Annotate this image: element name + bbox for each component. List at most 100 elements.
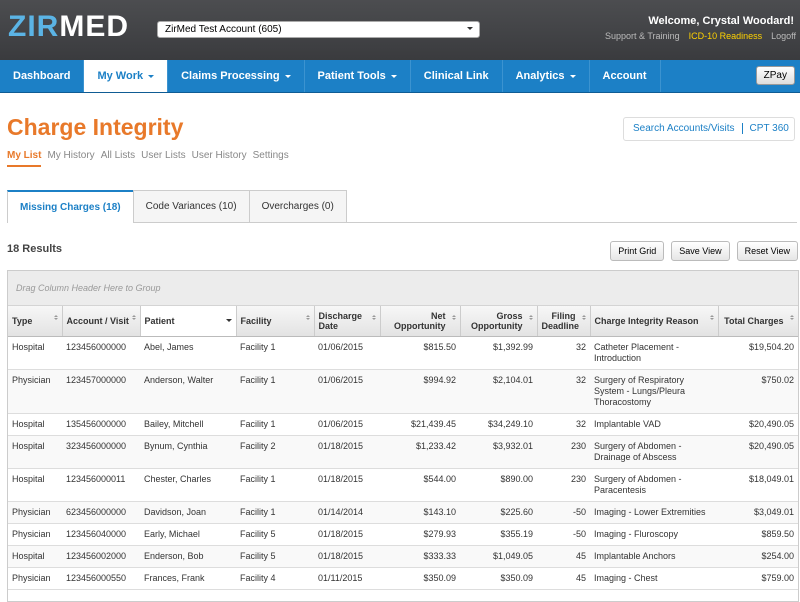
- table-cell: 230: [537, 468, 590, 502]
- table-cell: 323456000000: [62, 435, 140, 469]
- sort-icon: [789, 315, 794, 322]
- column-label: Net Opportunity: [394, 311, 446, 331]
- table-cell: Early, Michael: [140, 523, 236, 546]
- page-title: Charge Integrity: [7, 114, 184, 140]
- column-header[interactable]: Filing Deadline: [537, 306, 591, 337]
- table-cell: Facility 1: [236, 413, 314, 436]
- top-link[interactable]: Support & Training: [605, 31, 680, 41]
- table-cell: Imaging - Lower Extremities: [590, 501, 718, 524]
- table-cell: $20,490.05: [718, 413, 798, 436]
- nav-item[interactable]: Patient Tools: [305, 60, 411, 92]
- grid-button[interactable]: Print Grid: [610, 241, 665, 261]
- column-header[interactable]: Type: [8, 306, 63, 337]
- table-cell: 123456002000: [62, 545, 140, 568]
- nav-item[interactable]: Analytics: [503, 60, 590, 92]
- nav-item[interactable]: Account: [590, 60, 661, 92]
- account-select[interactable]: ZirMed Test Account (605): [157, 21, 480, 38]
- table-cell: $21,439.45: [380, 413, 460, 436]
- nav-caret: [569, 74, 576, 81]
- table-cell: 01/11/2015: [314, 567, 380, 590]
- column-header[interactable]: Net Opportunity: [380, 306, 461, 337]
- quick-link[interactable]: CPT 360: [749, 123, 789, 134]
- subtab[interactable]: My History: [47, 150, 95, 161]
- column-header[interactable]: Discharge Date: [314, 306, 381, 337]
- table-cell: Surgery of Abdomen - Drainage of Abscess: [590, 435, 718, 469]
- nav-caret: [390, 74, 397, 81]
- top-bar: ZIRMED ZirMed Test Account (605) Welcome…: [0, 0, 800, 60]
- table-cell: Physician: [8, 369, 62, 414]
- table-cell: $3,932.01: [460, 435, 537, 469]
- table-row[interactable]: Hospital 123456000011 Chester, Charles Faci…: [8, 468, 798, 502]
- table-row[interactable]: Physician 623456000000 Davidson, Joan Facil…: [8, 501, 798, 524]
- table-cell: 123456040000: [62, 523, 140, 546]
- column-label: Gross Opportunity: [471, 311, 523, 331]
- table-cell: Implantable VAD: [590, 413, 718, 436]
- column-header[interactable]: Account / Visit: [62, 306, 141, 337]
- tab[interactable]: Code Variances (10): [132, 190, 250, 222]
- top-link[interactable]: Logoff: [771, 31, 796, 41]
- quick-links: Search Accounts/Visits CPT 360: [623, 117, 795, 141]
- nav-caret: [148, 74, 155, 81]
- table-cell: $333.33: [380, 545, 460, 568]
- table-cell: 45: [537, 567, 590, 590]
- sort-icon: [528, 315, 533, 322]
- table-cell: Surgery of Respiratory System - Lungs/Pl…: [590, 369, 718, 414]
- table-row[interactable]: Hospital 135456000000 Bailey, Mitchell Faci…: [8, 413, 798, 436]
- nav-item[interactable]: Claims Processing: [168, 60, 305, 92]
- welcome-text: Welcome, Crystal Woodard!: [648, 15, 794, 27]
- table-cell: 123457000000: [62, 369, 140, 414]
- table-cell: 01/18/2015: [314, 523, 380, 546]
- table-cell: Physician: [8, 523, 62, 546]
- table-cell: Facility 1: [236, 501, 314, 524]
- subtab[interactable]: User Lists: [141, 150, 186, 161]
- grid: Drag Column Header Here to Group Type Acc…: [7, 270, 799, 602]
- table-cell: Davidson, Joan: [140, 501, 236, 524]
- table-cell: 123456000011: [62, 468, 140, 502]
- nav-item[interactable]: Clinical Link: [411, 60, 503, 92]
- header-row: Type Account / Visit Patient Facility Discha…: [8, 306, 798, 337]
- column-label: Facility: [240, 316, 272, 326]
- table-cell: Chester, Charles: [140, 468, 236, 502]
- table-row[interactable]: Physician 123457000000 Anderson, Walter Fac…: [8, 369, 798, 414]
- column-header[interactable]: Gross Opportunity: [460, 306, 538, 337]
- table-cell: $355.19: [460, 523, 537, 546]
- table-row[interactable]: Physician 123456000550 Frances, Frank Facil…: [8, 567, 798, 590]
- column-header[interactable]: Total Charges: [718, 306, 798, 337]
- nav-label: My Work: [97, 70, 144, 82]
- subtab[interactable]: Settings: [252, 150, 289, 161]
- column-label: Filing Deadline: [541, 311, 580, 331]
- table-cell: Physician: [8, 501, 62, 524]
- column-label: Account / Visit: [66, 316, 129, 326]
- table-row[interactable]: Hospital 123456002000 Enderson, Bob Facilit…: [8, 545, 798, 568]
- subtab[interactable]: My List: [7, 150, 42, 167]
- logo[interactable]: ZIRMED: [8, 10, 129, 44]
- table-cell: $750.02: [718, 369, 798, 414]
- table-cell: 01/18/2015: [314, 435, 380, 469]
- table-cell: Hospital: [8, 336, 62, 370]
- zpay-button[interactable]: ZPay: [755, 66, 795, 85]
- table-cell: $994.92: [380, 369, 460, 414]
- column-header[interactable]: Facility: [236, 306, 315, 337]
- column-header[interactable]: Patient: [140, 306, 237, 337]
- table-row[interactable]: Hospital 323456000000 Bynum, Cynthia Facili…: [8, 435, 798, 469]
- table-cell: $34,249.10: [460, 413, 537, 436]
- table-cell: $279.93: [380, 523, 460, 546]
- table-cell: $1,049.05: [460, 545, 537, 568]
- subtab[interactable]: User History: [191, 150, 247, 161]
- table-cell: Facility 2: [236, 435, 314, 469]
- tab[interactable]: Overcharges (0): [248, 190, 347, 222]
- table-cell: Hospital: [8, 468, 62, 502]
- table-cell: $20,490.05: [718, 435, 798, 469]
- column-header[interactable]: Charge Integrity Reason: [590, 306, 719, 337]
- nav-item[interactable]: Dashboard: [0, 60, 85, 92]
- top-link[interactable]: ICD-10 Readiness: [688, 31, 763, 41]
- nav-item[interactable]: My Work: [84, 60, 169, 92]
- grid-button[interactable]: Reset View: [736, 241, 798, 261]
- tab[interactable]: Missing Charges (18): [7, 190, 134, 223]
- subtab[interactable]: All Lists: [100, 150, 136, 161]
- quick-link[interactable]: Search Accounts/Visits: [633, 123, 743, 134]
- table-row[interactable]: Hospital 123456000000 Abel, James Facility …: [8, 336, 798, 370]
- table-row[interactable]: Physician 123456040000 Early, Michael Facil…: [8, 523, 798, 546]
- grid-button[interactable]: Save View: [671, 241, 730, 261]
- table-cell: Frances, Frank: [140, 567, 236, 590]
